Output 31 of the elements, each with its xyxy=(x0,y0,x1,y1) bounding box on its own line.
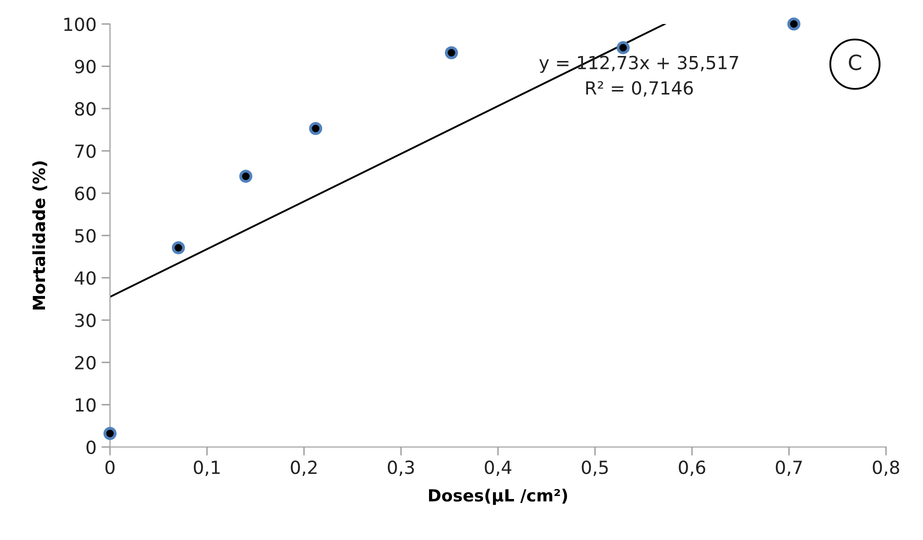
y-tick-label: 70 xyxy=(75,144,96,158)
y-tick-label: 30 xyxy=(75,314,96,328)
y-tick-label: 20 xyxy=(75,356,96,370)
x-tick-label: 0,6 xyxy=(678,460,706,476)
point xyxy=(787,17,800,31)
y-tick-label: 0 xyxy=(86,440,96,454)
annotation: R² = 0,7146 xyxy=(586,81,693,97)
x-tick-label: 0 xyxy=(105,460,115,474)
x-tick-label: 0,2 xyxy=(290,460,317,476)
y-tick-label: 10 xyxy=(76,398,96,412)
annotation: C xyxy=(848,54,862,70)
x-tick-label: 0,5 xyxy=(582,460,608,476)
y-tick-label: 50 xyxy=(75,228,96,243)
point xyxy=(239,170,252,183)
point xyxy=(309,122,322,136)
point xyxy=(172,241,185,254)
y-axis-title: Mortalidade (%) xyxy=(32,161,48,310)
y-tick-label: 90 xyxy=(74,60,96,74)
x-axis-title: Doses(µL /cm²) xyxy=(429,488,568,505)
x-tick-label: 0,4 xyxy=(484,460,512,476)
point xyxy=(616,41,630,54)
y-tick-label: 80 xyxy=(75,102,96,116)
x-tick-label: 0,8 xyxy=(872,460,900,476)
x-tick-label: 0,3 xyxy=(388,460,414,476)
x-tick-label: 0,1 xyxy=(194,460,220,476)
x-tick-label: 0,7 xyxy=(776,460,802,476)
y-tick-label: 60 xyxy=(75,186,96,200)
point xyxy=(444,46,458,60)
point xyxy=(103,426,117,440)
y-tick-label: 100 xyxy=(64,17,96,32)
y-tick-label: 40 xyxy=(74,271,96,285)
